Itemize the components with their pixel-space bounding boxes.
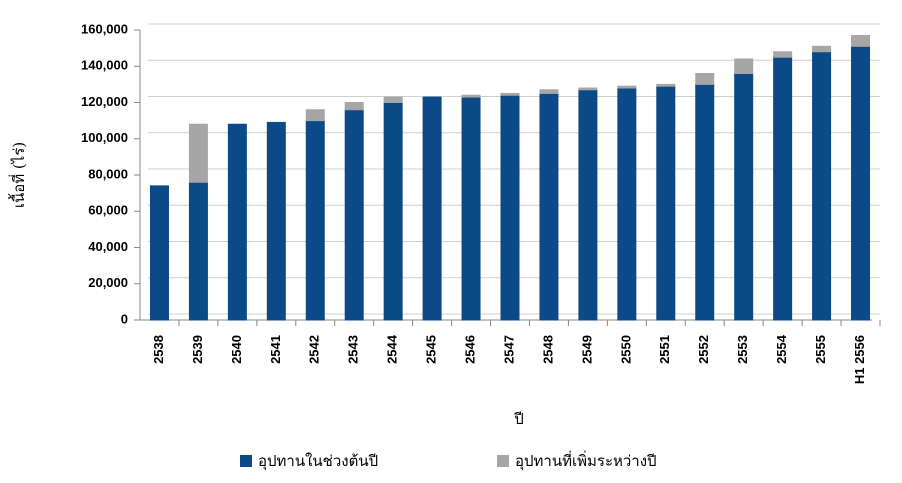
bar xyxy=(266,121,286,321)
y-tick-label: 80,000 xyxy=(88,166,128,181)
y-tick-label: 60,000 xyxy=(88,203,128,218)
bar xyxy=(305,120,325,321)
bar xyxy=(851,34,871,47)
y-tick-label: 100,000 xyxy=(81,130,128,145)
x-tick-label: H1 2556 xyxy=(852,335,867,384)
legend-label: อุปทานในช่วงต้นปี xyxy=(258,452,378,471)
bar xyxy=(734,73,754,321)
bar xyxy=(227,123,247,321)
y-tick-label: 120,000 xyxy=(81,94,128,109)
bar xyxy=(539,89,559,94)
bar xyxy=(656,85,676,321)
x-tick-label: 2549 xyxy=(579,335,594,364)
x-tick-label: 2538 xyxy=(151,335,166,364)
x-tick-label: 2541 xyxy=(268,335,283,364)
legend-swatch xyxy=(497,455,509,467)
bar xyxy=(461,96,481,321)
bar xyxy=(695,83,715,321)
x-tick-label: 2545 xyxy=(424,335,439,364)
x-tick-label: 2542 xyxy=(307,335,322,364)
bar xyxy=(617,85,637,89)
bar xyxy=(578,89,598,321)
x-tick-label: 2555 xyxy=(813,335,828,364)
bar xyxy=(773,56,793,321)
bar xyxy=(656,83,676,87)
x-tick-label: 2553 xyxy=(735,335,750,364)
bar xyxy=(851,45,871,321)
bar xyxy=(539,92,559,321)
x-axis-label: ปี xyxy=(513,410,523,428)
x-tick-label: 2543 xyxy=(346,335,361,364)
y-tick-label: 20,000 xyxy=(88,275,128,290)
bar xyxy=(773,51,793,58)
x-tick-label: 2547 xyxy=(501,335,516,364)
x-tick-label: 2548 xyxy=(540,335,555,364)
legend-label: อุปทานที่เพิ่มระหว่างปี xyxy=(515,450,657,471)
bar xyxy=(500,94,520,321)
bar xyxy=(422,96,442,321)
bar xyxy=(812,45,832,53)
bar xyxy=(500,92,520,96)
y-tick-label: 40,000 xyxy=(88,239,128,254)
bar xyxy=(188,123,208,183)
x-tick-label: 2554 xyxy=(774,334,789,364)
x-tick-label: 2552 xyxy=(696,335,711,364)
bar xyxy=(149,185,169,321)
bar xyxy=(812,51,832,321)
y-tick-label: 140,000 xyxy=(81,58,128,73)
y-tick-label: 160,000 xyxy=(81,21,128,36)
x-tick-label: 2546 xyxy=(462,335,477,364)
y-tick-label: 0 xyxy=(121,311,128,326)
x-tick-label: 2550 xyxy=(618,335,633,364)
bar xyxy=(695,73,715,85)
bar xyxy=(734,58,754,74)
bar xyxy=(383,102,403,321)
bar xyxy=(305,109,325,122)
x-tick-label: 2540 xyxy=(229,335,244,364)
bar xyxy=(578,87,598,91)
x-tick-label: 2539 xyxy=(190,335,205,364)
legend-swatch xyxy=(240,455,252,467)
bar xyxy=(344,102,364,111)
x-tick-label: 2544 xyxy=(385,334,400,364)
bar xyxy=(383,96,403,103)
bar xyxy=(344,109,364,321)
x-tick-label: 2551 xyxy=(657,335,672,364)
y-axis-label: เนื้อที่ (ไร่) xyxy=(8,142,28,208)
bar xyxy=(617,87,637,321)
bar xyxy=(188,181,208,321)
bar xyxy=(461,94,481,98)
